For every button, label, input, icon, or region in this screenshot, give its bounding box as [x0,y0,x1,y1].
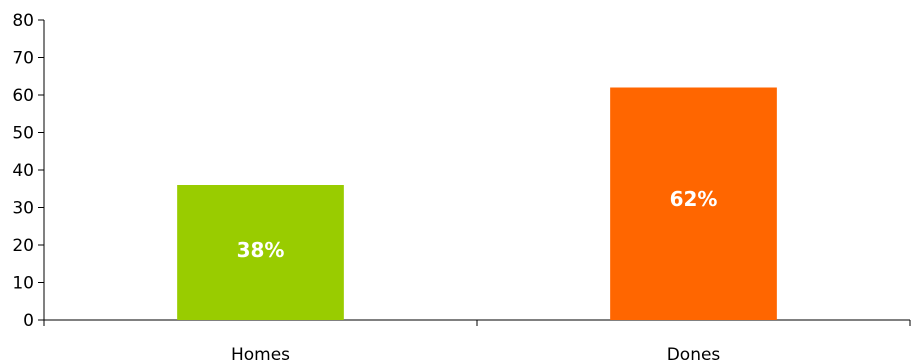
y-tick-label: 50 [12,124,34,144]
data-label-dones: 62% [670,187,718,211]
y-tick-label: 30 [12,199,34,219]
y-tick-label: 20 [12,236,34,256]
x-axis: Homes Dones [43,319,911,362]
y-axis: 0 10 20 30 40 50 60 70 80 [12,11,45,331]
bar-homes [177,185,344,320]
y-tick-label: 80 [12,11,34,31]
category-label-dones: Dones [667,345,721,362]
y-tick-label: 40 [12,161,34,181]
y-tick-label: 60 [12,86,34,106]
data-label-homes: 38% [237,238,285,262]
y-tick-label: 10 [12,274,34,294]
bars [177,87,777,320]
y-tick-label: 70 [12,49,34,69]
data-labels: 38% 62% [237,187,718,262]
category-label-homes: Homes [231,345,290,362]
y-tick-label: 0 [23,311,34,331]
bar-dones [610,87,777,320]
